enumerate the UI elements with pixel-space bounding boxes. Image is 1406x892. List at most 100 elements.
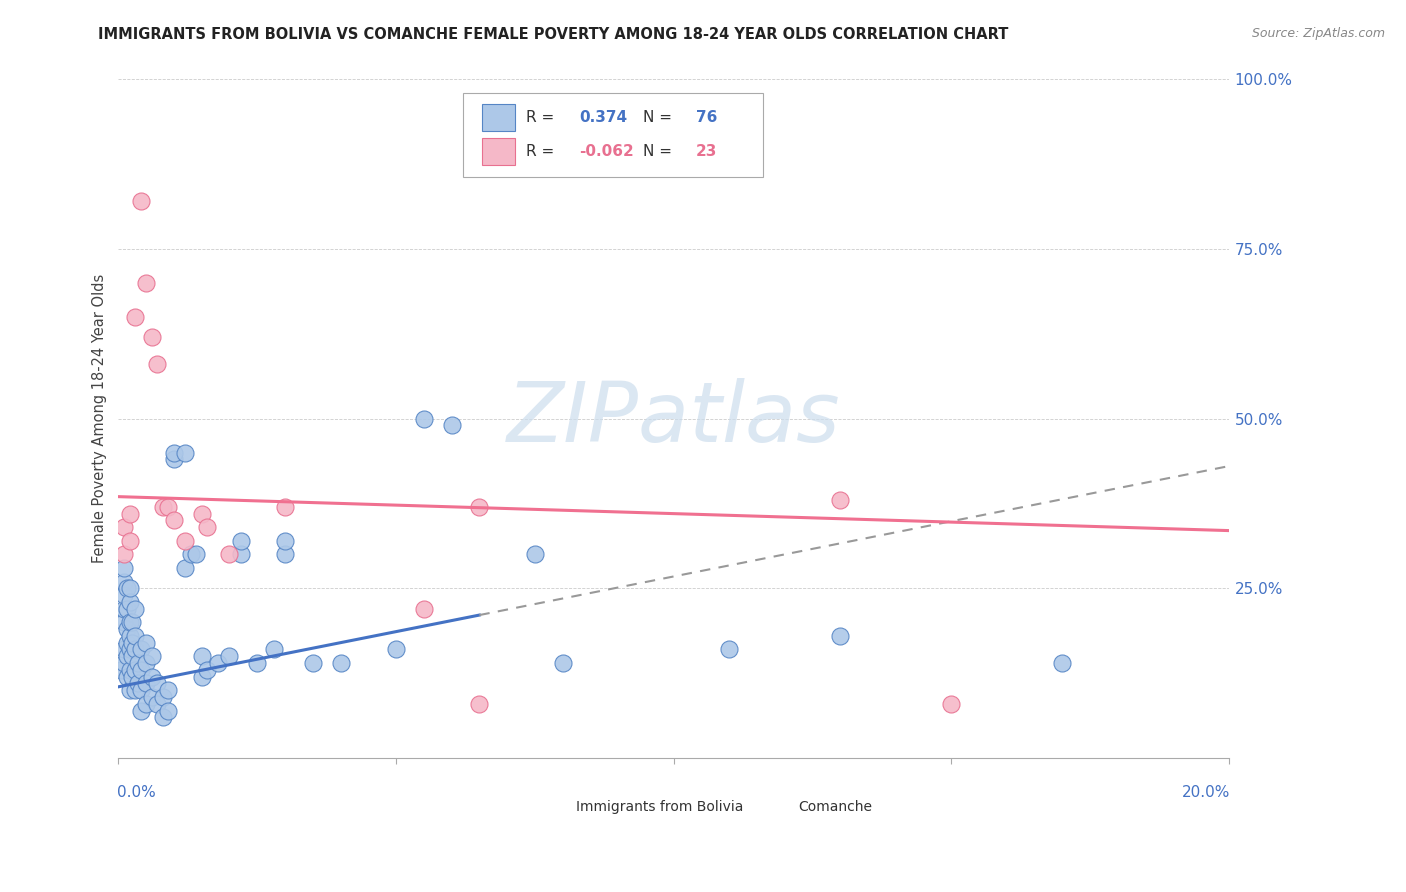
Point <box>112 574 135 589</box>
Bar <box>482 104 515 131</box>
Point <box>229 533 252 548</box>
Point <box>112 547 135 561</box>
Point <box>195 663 218 677</box>
Point <box>118 507 141 521</box>
Point <box>195 520 218 534</box>
Point <box>115 670 138 684</box>
Point <box>274 533 297 548</box>
Point <box>1052 656 1074 670</box>
Point <box>112 601 135 615</box>
Point <box>118 582 141 596</box>
Point <box>135 656 157 670</box>
Point <box>174 561 197 575</box>
Point <box>174 533 197 548</box>
Point <box>385 642 408 657</box>
Point <box>229 547 252 561</box>
Point <box>468 500 491 514</box>
Point <box>551 656 574 670</box>
Point <box>246 656 269 670</box>
Point <box>440 418 463 433</box>
Point <box>129 194 152 209</box>
Point <box>118 615 141 630</box>
Point <box>301 656 323 670</box>
Point <box>135 635 157 649</box>
Point <box>129 683 152 698</box>
Point <box>830 629 852 643</box>
Bar <box>482 138 515 165</box>
Text: Comanche: Comanche <box>799 800 872 814</box>
Point <box>146 357 169 371</box>
Point <box>941 697 963 711</box>
Point <box>124 663 146 677</box>
Point <box>190 507 212 521</box>
Point <box>135 276 157 290</box>
Point <box>163 513 186 527</box>
Point <box>146 697 169 711</box>
Text: IMMIGRANTS FROM BOLIVIA VS COMANCHE FEMALE POVERTY AMONG 18-24 YEAR OLDS CORRELA: IMMIGRANTS FROM BOLIVIA VS COMANCHE FEMA… <box>98 27 1008 42</box>
Point <box>124 683 146 698</box>
Point <box>121 635 143 649</box>
Text: 20.0%: 20.0% <box>1182 785 1230 800</box>
Point <box>118 642 141 657</box>
Point <box>274 547 297 561</box>
Point <box>207 656 229 670</box>
Point <box>412 411 434 425</box>
Text: ZIPatlas: ZIPatlas <box>508 378 841 459</box>
Bar <box>540 795 565 819</box>
Bar <box>762 795 787 819</box>
Point <box>112 561 135 575</box>
Text: 0.0%: 0.0% <box>117 785 156 800</box>
Point <box>152 500 174 514</box>
Point <box>157 683 180 698</box>
Point <box>112 520 135 534</box>
FancyBboxPatch shape <box>463 93 762 178</box>
Point <box>141 670 163 684</box>
Point <box>115 601 138 615</box>
Point <box>118 629 141 643</box>
Point <box>174 445 197 459</box>
Point <box>218 649 240 664</box>
Point <box>146 676 169 690</box>
Point <box>190 670 212 684</box>
Point <box>124 601 146 615</box>
Point <box>190 649 212 664</box>
Text: R =: R = <box>526 111 560 125</box>
Y-axis label: Female Poverty Among 18-24 Year Olds: Female Poverty Among 18-24 Year Olds <box>93 274 107 563</box>
Point <box>141 690 163 704</box>
Point <box>412 601 434 615</box>
Point <box>141 330 163 344</box>
Point <box>329 656 352 670</box>
Point <box>129 642 152 657</box>
Point <box>127 656 149 670</box>
Point <box>124 629 146 643</box>
Point <box>135 697 157 711</box>
Point <box>129 704 152 718</box>
Point <box>141 649 163 664</box>
Point <box>157 500 180 514</box>
Point <box>830 493 852 508</box>
Point <box>118 533 141 548</box>
Point <box>115 582 138 596</box>
Point <box>121 670 143 684</box>
Text: N =: N = <box>643 145 676 159</box>
Text: R =: R = <box>526 145 560 159</box>
Text: 76: 76 <box>696 111 717 125</box>
Point <box>121 649 143 664</box>
Point <box>118 595 141 609</box>
Text: -0.062: -0.062 <box>579 145 634 159</box>
Text: 23: 23 <box>696 145 717 159</box>
Point <box>121 615 143 630</box>
Point <box>127 676 149 690</box>
Text: N =: N = <box>643 111 676 125</box>
Point <box>115 649 138 664</box>
Point <box>124 310 146 324</box>
Point <box>263 642 285 657</box>
Point <box>110 663 132 677</box>
Text: 0.374: 0.374 <box>579 111 627 125</box>
Point <box>112 615 135 630</box>
Point <box>186 547 208 561</box>
Point <box>115 622 138 636</box>
Point <box>163 452 186 467</box>
Point <box>163 445 186 459</box>
Point <box>180 547 202 561</box>
